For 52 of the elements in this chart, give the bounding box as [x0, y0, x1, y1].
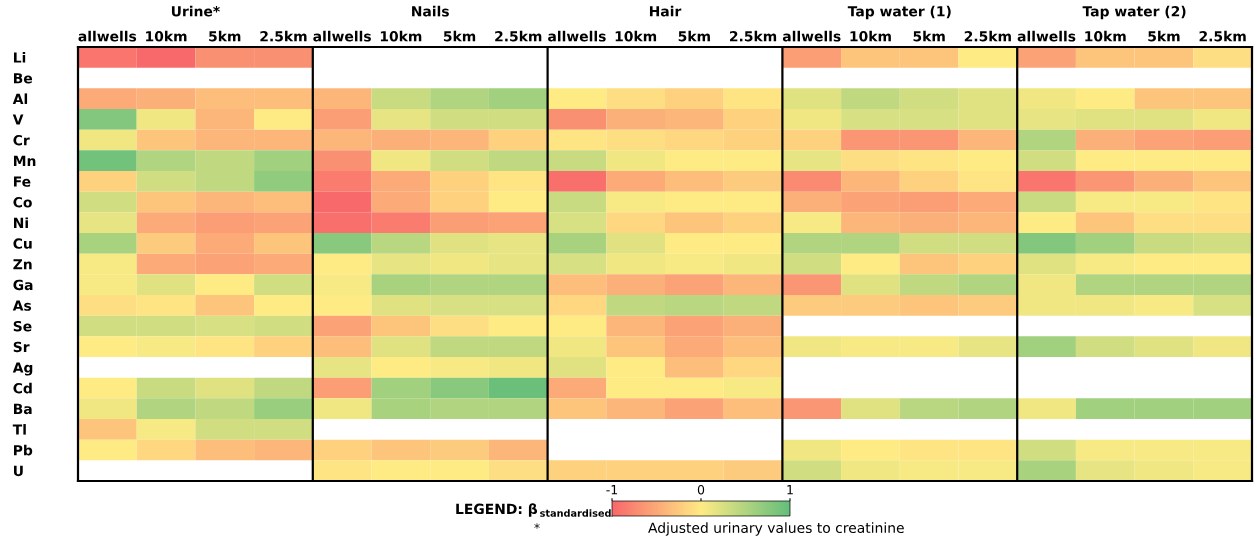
text: * — [534, 523, 540, 529]
x-tick-label: 5km — [678, 30, 710, 42]
y-tick-label: Zn — [13, 259, 32, 270]
y-tick-label: V — [12, 114, 24, 125]
x-tick-label: 5km — [209, 30, 241, 42]
y-tick-label: As — [12, 300, 32, 311]
x-tick-label: allwells — [782, 30, 841, 42]
x-tick-label: 2.5km — [260, 30, 307, 42]
color-bar-label: 1 — [787, 485, 793, 495]
x-tick-label: allwells — [78, 30, 137, 42]
text: Nails — [412, 5, 449, 17]
x-tick-label: 2.5km — [1199, 30, 1246, 42]
y-tick-label: U — [14, 465, 23, 477]
y-tick-label: Pb — [14, 444, 33, 456]
y-tick-label: Fe — [14, 176, 31, 187]
y-tick-label: Mn — [14, 155, 36, 166]
x-tick-label: 10km — [1085, 30, 1126, 42]
y-tick-label: Al — [12, 93, 28, 104]
x-tick-label: 10km — [615, 30, 657, 42]
y-tick-label: Tl — [12, 424, 26, 435]
x-tick-label: allwells — [1017, 30, 1076, 42]
color-bar-title: LEGEND: βstandardised — [456, 503, 611, 517]
text: Adjusted urinary values to creatinine — [648, 522, 904, 536]
y-tick-label: Sr — [13, 341, 30, 353]
x-tick-label: 2.5km — [495, 30, 542, 42]
y-tick-label: Ba — [14, 403, 32, 415]
x-tick-label: 2.5km — [729, 30, 777, 42]
y-tick-label: Ag — [12, 362, 33, 376]
color-bar-label: 0 — [697, 484, 705, 495]
x-tick-label: 5km — [913, 30, 945, 42]
x-tick-label: 10km — [146, 30, 187, 42]
x-tick-label: allwells — [313, 30, 371, 42]
y-tick-label: Co — [13, 196, 32, 208]
text: Hair — [649, 5, 682, 17]
x-tick-label: 5km — [443, 30, 476, 42]
text: Urine* — [171, 5, 220, 17]
x-tick-label: allwells — [548, 30, 606, 42]
x-tick-label: 10km — [380, 30, 422, 42]
x-tick-label: 2.5km — [964, 30, 1011, 42]
text: Tap water (2) — [1082, 5, 1186, 20]
x-tick-label: 5km — [1148, 30, 1180, 42]
y-tick-label: Li — [14, 52, 26, 63]
y-tick-label: Be — [14, 73, 33, 84]
x-tick-label: 10km — [850, 30, 891, 42]
color-bar-label: -1 — [606, 485, 618, 495]
y-tick-label: Cr — [13, 134, 30, 146]
y-tick-label: Cd — [13, 382, 32, 394]
y-tick-label: Ni — [14, 217, 28, 228]
y-tick-label: Cu — [13, 238, 32, 249]
y-tick-label: Se — [13, 320, 32, 332]
y-tick-label: Ga — [13, 279, 33, 291]
text: Tap water (1) — [847, 5, 951, 20]
